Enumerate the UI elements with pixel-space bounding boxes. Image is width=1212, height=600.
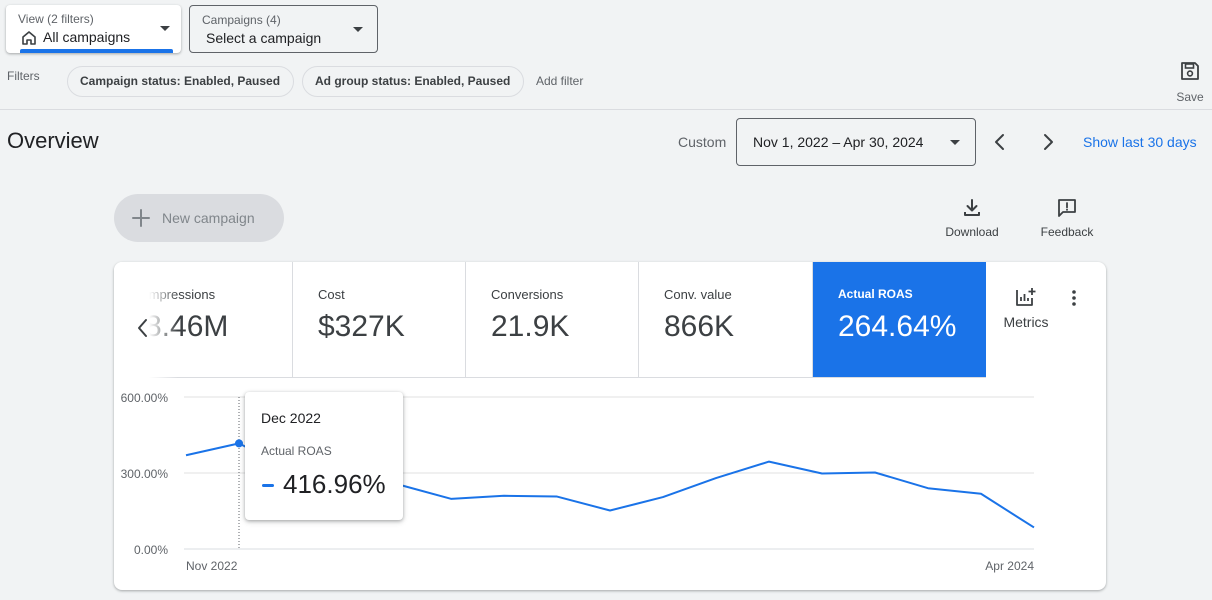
chart-tooltip: Dec 2022 Actual ROAS 416.96%: [245, 392, 403, 520]
plus-icon: [132, 209, 150, 227]
scorecard-impressions[interactable]: Impressions 8.46M: [114, 262, 293, 378]
view-selector-value: All campaigns: [43, 29, 131, 45]
feedback-button[interactable]: Feedback: [1035, 197, 1099, 239]
view-selector-caption: View (2 filters): [18, 12, 94, 26]
save-label: Save: [1176, 90, 1204, 104]
metrics-label: Metrics: [1003, 314, 1049, 330]
download-button[interactable]: Download: [940, 197, 1004, 239]
metrics-icon: [1016, 288, 1036, 306]
dropdown-arrow-icon: [353, 27, 363, 32]
campaign-selector-value: Select a campaign: [206, 30, 322, 46]
highlighted-data-point: [235, 439, 243, 448]
scorecard-actual-roas[interactable]: Actual ROAS 264.64%: [813, 262, 986, 378]
next-period-button[interactable]: [1034, 128, 1062, 156]
scroll-left-icon[interactable]: [134, 316, 150, 340]
scorecard-cost[interactable]: Cost $327K: [293, 262, 466, 378]
campaign-selector[interactable]: Campaigns (4) Select a campaign: [189, 5, 378, 53]
metrics-button[interactable]: Metrics: [998, 286, 1054, 330]
scorecard-conversions[interactable]: Conversions 21.9K: [466, 262, 639, 378]
filter-chip-ad-group-status[interactable]: Ad group status: Enabled, Paused: [302, 66, 524, 97]
new-campaign-button[interactable]: New campaign: [114, 194, 284, 242]
y-tick-label: 600.00%: [121, 391, 169, 405]
divider: [0, 109, 1212, 110]
add-filter-button[interactable]: Add filter: [536, 74, 584, 88]
new-campaign-label: New campaign: [162, 210, 255, 226]
scorecard-label: Conv. value: [664, 287, 732, 302]
view-selector-underline: [20, 49, 173, 53]
x-tick-label: Nov 2022: [186, 559, 238, 573]
dropdown-arrow-icon: [160, 26, 170, 31]
filters-label: Filters: [7, 69, 40, 83]
campaign-selector-caption: Campaigns (4): [202, 13, 281, 27]
x-tick-label: Apr 2024: [985, 559, 1034, 573]
filter-chip-campaign-status[interactable]: Campaign status: Enabled, Paused: [67, 66, 294, 97]
y-tick-label: 300.00%: [121, 467, 169, 481]
tooltip-value: 416.96%: [283, 469, 386, 499]
download-label: Download: [945, 225, 999, 239]
scorecard-value: 264.64%: [838, 310, 957, 343]
tooltip-metric: Actual ROAS: [261, 444, 332, 458]
scorecard-value: $327K: [318, 310, 405, 343]
date-range-selector[interactable]: Nov 1, 2022 – Apr 30, 2024: [736, 118, 976, 166]
scorecard-value: 21.9K: [491, 310, 570, 343]
overview-card: Impressions 8.46M Cost $327K Conversions…: [114, 262, 1106, 590]
dropdown-arrow-icon: [950, 140, 960, 145]
scorecard-label: Conversions: [491, 287, 564, 302]
download-icon: [964, 199, 980, 216]
feedback-icon: [1058, 199, 1076, 217]
previous-period-button[interactable]: [986, 128, 1014, 156]
scorecard-value: 866K: [664, 310, 735, 343]
feedback-label: Feedback: [1040, 225, 1094, 239]
scorecard-label: Cost: [318, 287, 345, 302]
y-tick-label: 0.00%: [134, 543, 168, 557]
scorecard-conv-value[interactable]: Conv. value 866K: [639, 262, 813, 378]
home-icon: [22, 31, 36, 45]
page-title: Overview: [7, 128, 99, 153]
save-button[interactable]: Save: [1174, 60, 1206, 104]
date-range-value: Nov 1, 2022 – Apr 30, 2024: [753, 134, 924, 150]
date-range-label: Custom: [678, 134, 727, 150]
save-icon: [1181, 62, 1199, 80]
tooltip-date: Dec 2022: [261, 410, 321, 426]
show-last-30-days-link[interactable]: Show last 30 days: [1083, 134, 1197, 150]
scorecard-label: Actual ROAS: [838, 287, 913, 301]
tooltip-legend-swatch: [262, 484, 274, 487]
more-options-icon[interactable]: [1064, 288, 1084, 308]
view-selector[interactable]: View (2 filters) All campaigns: [6, 5, 181, 53]
